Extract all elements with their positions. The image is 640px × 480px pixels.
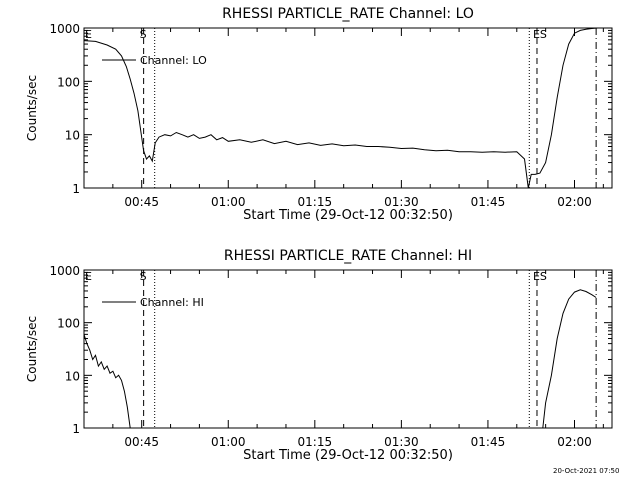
flag-label: ES	[533, 28, 547, 41]
y-tick-label: 1	[72, 422, 80, 436]
plot-frame	[83, 269, 613, 429]
flag-label: S	[140, 28, 147, 41]
x-tick-label: 02:00	[557, 435, 592, 449]
chart-title: RHESSI PARTICLE_RATE Channel: HI	[224, 248, 472, 264]
flag-label: S	[140, 270, 147, 283]
y-axis-label: Counts/sec	[25, 75, 39, 141]
series-line	[83, 27, 612, 189]
chart-title: RHESSI PARTICLE_RATE Channel: LO	[222, 6, 474, 22]
legend-label: Channel: LO	[140, 54, 207, 67]
x-tick-label: 02:00	[557, 195, 592, 209]
y-tick-label: 1000	[49, 264, 80, 278]
x-tick-label: 01:15	[298, 195, 333, 209]
y-tick-label: 1	[72, 182, 80, 196]
y-tick-label: 10	[65, 369, 80, 383]
x-tick-label: 00:45	[124, 435, 159, 449]
y-tick-label: 10	[65, 129, 80, 143]
flag-label: E	[85, 28, 92, 41]
x-tick-label: 01:00	[211, 195, 246, 209]
y-tick-label: 100	[57, 317, 80, 331]
plot-frame	[83, 27, 613, 189]
x-tick-label: 01:30	[384, 435, 419, 449]
x-tick-label: 00:45	[124, 195, 159, 209]
y-tick-label: 100	[57, 75, 80, 89]
y-tick-label: 1000	[49, 22, 80, 36]
x-tick-label: 01:45	[471, 435, 506, 449]
x-axis-label: Start Time (29-Oct-12 00:32:50)	[243, 208, 453, 223]
timestamp: 20-Oct-2021 07:50	[553, 467, 620, 475]
x-tick-label: 01:30	[384, 195, 419, 209]
x-tick-label: 01:45	[471, 195, 506, 209]
series-line	[83, 289, 597, 429]
x-tick-label: 01:15	[298, 435, 333, 449]
flag-label: E	[85, 270, 92, 283]
x-tick-label: 01:00	[211, 435, 246, 449]
y-axis-label: Counts/sec	[25, 316, 39, 382]
flag-label: ES	[533, 270, 547, 283]
legend-label: Channel: HI	[140, 296, 204, 309]
x-axis-label: Start Time (29-Oct-12 00:32:50)	[243, 448, 453, 463]
